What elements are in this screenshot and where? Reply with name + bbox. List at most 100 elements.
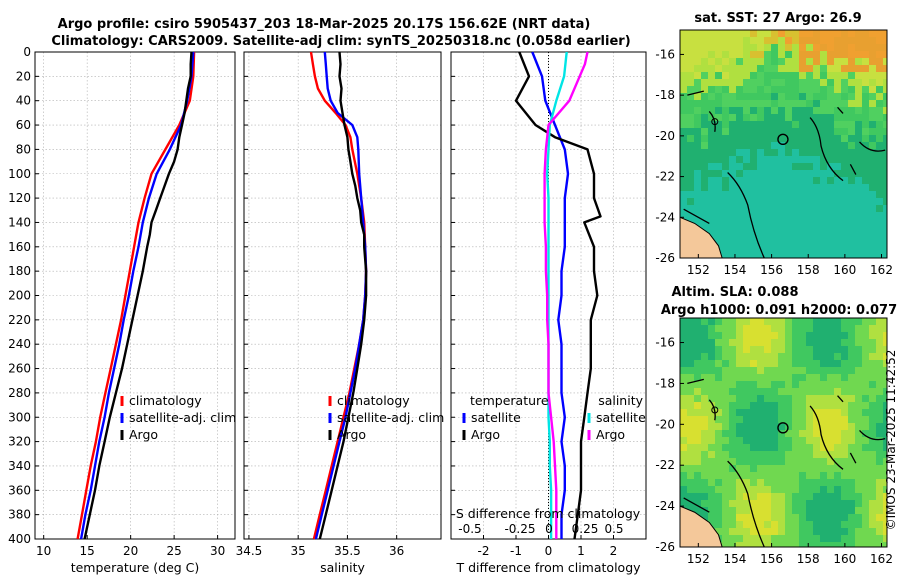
sst-map-cell bbox=[806, 240, 813, 247]
sst-map-cell bbox=[757, 233, 764, 240]
x-tick-label: 35.5 bbox=[334, 544, 361, 558]
sst-map-cell bbox=[883, 219, 887, 226]
sla-map-cell bbox=[743, 458, 750, 465]
sla-map-cell bbox=[778, 381, 785, 388]
sla-map-cell bbox=[778, 437, 785, 444]
sst-map-cell bbox=[722, 254, 729, 258]
sst-map-cell bbox=[862, 149, 869, 156]
sla-map-cell bbox=[799, 542, 806, 547]
sst-map: 152 154 156 158 160 162-16-18-20-22-24-26 bbox=[655, 29, 893, 277]
sla-map-cell bbox=[771, 472, 778, 479]
sla-map-cell bbox=[778, 479, 785, 486]
sst-map-cell bbox=[687, 198, 694, 205]
sst-map-cell bbox=[729, 121, 736, 128]
sla-map-cell bbox=[708, 451, 715, 458]
sla-map-cell bbox=[743, 374, 750, 381]
sla-map-cell bbox=[743, 500, 750, 507]
sla-map-cell bbox=[876, 318, 883, 325]
sst-map-cell bbox=[771, 205, 778, 212]
sst-map-cell bbox=[855, 254, 862, 258]
sla-map-cell bbox=[841, 374, 848, 381]
sst-map-cell bbox=[764, 219, 771, 226]
sla-map-cell bbox=[785, 430, 792, 437]
sla-map: 152 154 156 158 160 162-16-18-20-22-24-26 bbox=[655, 317, 893, 566]
sst-map-cell bbox=[694, 205, 701, 212]
sla-map-cell bbox=[729, 367, 736, 374]
sst-map-cell bbox=[806, 170, 813, 177]
sla-map-cell bbox=[750, 437, 757, 444]
sla-map-cell bbox=[722, 486, 729, 493]
sla-map-cell bbox=[806, 437, 813, 444]
sla-map-cell bbox=[869, 493, 876, 500]
sla-map-cell bbox=[680, 465, 687, 472]
sla-map-cell bbox=[778, 332, 785, 339]
sla-map-cell bbox=[764, 360, 771, 367]
series-line-s-satellite bbox=[546, 51, 568, 539]
sst-map-cell bbox=[841, 65, 848, 72]
sla-map-cell bbox=[820, 458, 827, 465]
sla-map-cell bbox=[855, 388, 862, 395]
sst-map-cell bbox=[813, 44, 820, 51]
sst-map-cell bbox=[841, 163, 848, 170]
sst-map-cell bbox=[848, 86, 855, 93]
sla-map-cell bbox=[869, 437, 876, 444]
sla-map-cell bbox=[736, 486, 743, 493]
sst-map-cell bbox=[708, 226, 715, 233]
sst-map-cell bbox=[743, 79, 750, 86]
reef-outline bbox=[711, 406, 719, 414]
sla-map-cell bbox=[694, 360, 701, 367]
sla-map-cell bbox=[694, 388, 701, 395]
sla-map-cell bbox=[680, 353, 687, 360]
sla-map-cell bbox=[883, 318, 887, 325]
sst-map-cell bbox=[694, 100, 701, 107]
sla-map-cell bbox=[757, 325, 764, 332]
lat-tick-label: -18 bbox=[655, 88, 675, 102]
sla-map-cell bbox=[785, 325, 792, 332]
sla-map-cell bbox=[792, 332, 799, 339]
lon-tick-label: 156 bbox=[760, 263, 783, 277]
sst-map-cell bbox=[848, 205, 855, 212]
sst-map-cell bbox=[820, 93, 827, 100]
sla-map-cell bbox=[778, 458, 785, 465]
sla-map-cell bbox=[729, 423, 736, 430]
sst-map-cell bbox=[806, 226, 813, 233]
lat-tick-label: -24 bbox=[655, 499, 675, 513]
sla-map-cell bbox=[701, 458, 708, 465]
sla-map-cell bbox=[771, 381, 778, 388]
sst-map-cell bbox=[764, 198, 771, 205]
sla-map-cell bbox=[813, 367, 820, 374]
sla-map-cell bbox=[785, 535, 792, 542]
sla-map-cell bbox=[848, 367, 855, 374]
sla-map-cell bbox=[827, 360, 834, 367]
sla-map-cell bbox=[841, 528, 848, 535]
sst-map-cell bbox=[778, 254, 785, 258]
sla-map-cell bbox=[792, 507, 799, 514]
sla-map-cell bbox=[750, 451, 757, 458]
sst-map-cell bbox=[834, 100, 841, 107]
sla-map-cell bbox=[687, 472, 694, 479]
sla-map-cell bbox=[883, 514, 887, 521]
sla-map-cell bbox=[883, 486, 887, 493]
sla-map-cell bbox=[799, 360, 806, 367]
sst-map-cell bbox=[862, 212, 869, 219]
sst-map-cell bbox=[883, 135, 887, 142]
sla-map-cell bbox=[841, 472, 848, 479]
sla-map-cell bbox=[799, 451, 806, 458]
sst-map-cell bbox=[708, 219, 715, 226]
sst-map-cell bbox=[820, 191, 827, 198]
sst-map-cell bbox=[813, 254, 820, 258]
sst-map-cell bbox=[799, 170, 806, 177]
sla-map-cell bbox=[876, 360, 883, 367]
sla-map-cell bbox=[869, 430, 876, 437]
sla-map-cell bbox=[778, 507, 785, 514]
sla-map-cell bbox=[848, 409, 855, 416]
sla-map-cell bbox=[771, 514, 778, 521]
y-tick-label: 300 bbox=[8, 410, 31, 424]
sst-map-cell bbox=[736, 65, 743, 72]
sst-map-cell bbox=[806, 121, 813, 128]
sla-map-cell bbox=[715, 381, 722, 388]
sst-map-cell bbox=[743, 177, 750, 184]
sla-map-cell bbox=[820, 423, 827, 430]
sla-map-title-2: Argo h1000: 0.091 h2000: 0.077 bbox=[661, 303, 897, 318]
sst-map-cell bbox=[708, 184, 715, 191]
